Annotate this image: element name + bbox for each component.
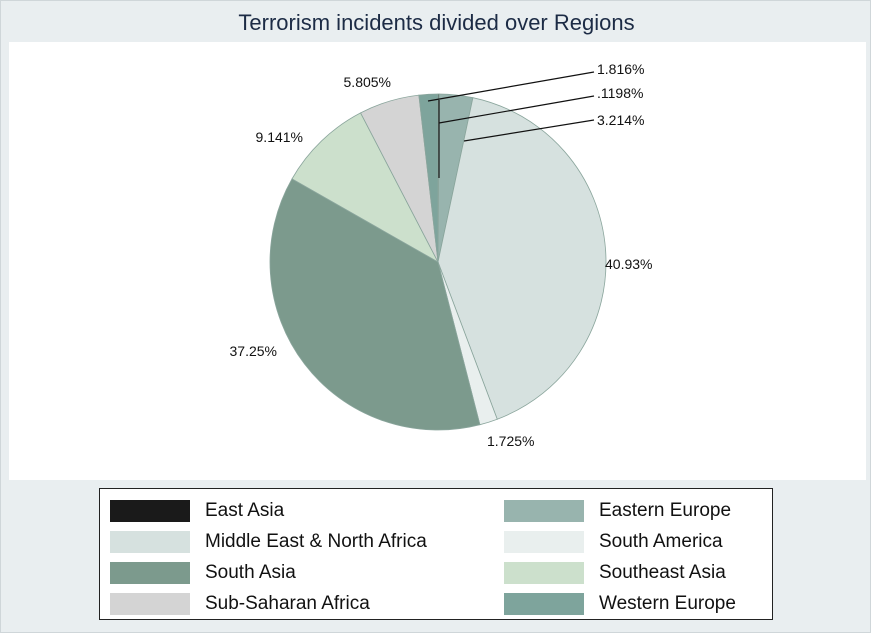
legend-label-south-asia: South Asia <box>205 562 296 583</box>
legend-swatch-east-asia <box>110 500 190 522</box>
plot-area: .1198% 3.214% 40.93% 1.725% 37.25% 9.141% 5.80… <box>9 42 866 480</box>
leader-line-east-asia <box>438 95 595 124</box>
legend-item-western-europe: Western Europe <box>504 591 736 617</box>
data-label-south-asia: 37.25% <box>230 343 277 359</box>
data-label-south-america: 1.725% <box>487 433 534 449</box>
legend-swatch-eastern-europe <box>504 500 584 522</box>
legend-swatch-southeast-asia <box>504 562 584 584</box>
pie-slice-southeast-asia <box>291 112 439 264</box>
pie-slice-middle-east-and-north-africa <box>437 97 607 420</box>
legend-label-middle-east-and-north-africa: Middle East & North Africa <box>205 531 427 552</box>
pie-chart: .1198% 3.214% 40.93% 1.725% 37.25% 9.141% 5.80… <box>230 61 653 449</box>
legend-swatch-western-europe <box>504 593 584 615</box>
legend-label-east-asia: East Asia <box>205 500 285 521</box>
legend-swatch-south-america <box>504 531 584 553</box>
legend-swatch-sub-saharan-africa <box>110 593 190 615</box>
legend-item-south-asia: South Asia <box>110 560 296 586</box>
legend-item-eastern-europe: Eastern Europe <box>504 498 731 524</box>
legend-label-eastern-europe: Eastern Europe <box>599 500 732 521</box>
legend: East Asia Middle East & North Africa South… <box>99 488 773 620</box>
legend-label-south-america: South America <box>599 531 723 552</box>
legend-item-east-asia: East Asia <box>110 498 284 524</box>
leader-line-western-europe <box>427 71 595 102</box>
legend-swatch-middle-east-and-north-africa <box>110 531 190 553</box>
data-label-middle-east-and-north-africa: 40.93% <box>605 256 652 272</box>
legend-swatch-south-asia <box>110 562 190 584</box>
pie-slice-western-europe <box>418 93 439 263</box>
data-label-eastern-europe: 3.214% <box>597 112 644 128</box>
chart-title: Terrorism incidents divided over Regions <box>238 10 635 35</box>
legend-item-southeast-asia: Southeast Asia <box>504 560 726 586</box>
leader-line-eastern-europe <box>463 119 595 142</box>
legend-item-south-america: South America <box>504 529 723 555</box>
legend-item-middle-east-and-north-africa: Middle East & North Africa <box>110 529 427 555</box>
data-label-southeast-asia: 9.141% <box>256 129 303 145</box>
legend-item-sub-saharan-africa: Sub-Saharan Africa <box>110 591 370 617</box>
pie-slice-south-asia <box>269 178 481 431</box>
data-label-sub-saharan-africa: 5.805% <box>344 74 391 90</box>
legend-label-southeast-asia: Southeast Asia <box>599 562 726 583</box>
data-label-east-asia: .1198% <box>597 85 643 101</box>
data-label-western-europe: 1.816% <box>597 61 644 77</box>
legend-label-sub-saharan-africa: Sub-Saharan Africa <box>205 593 370 614</box>
legend-label-western-europe: Western Europe <box>599 593 736 614</box>
